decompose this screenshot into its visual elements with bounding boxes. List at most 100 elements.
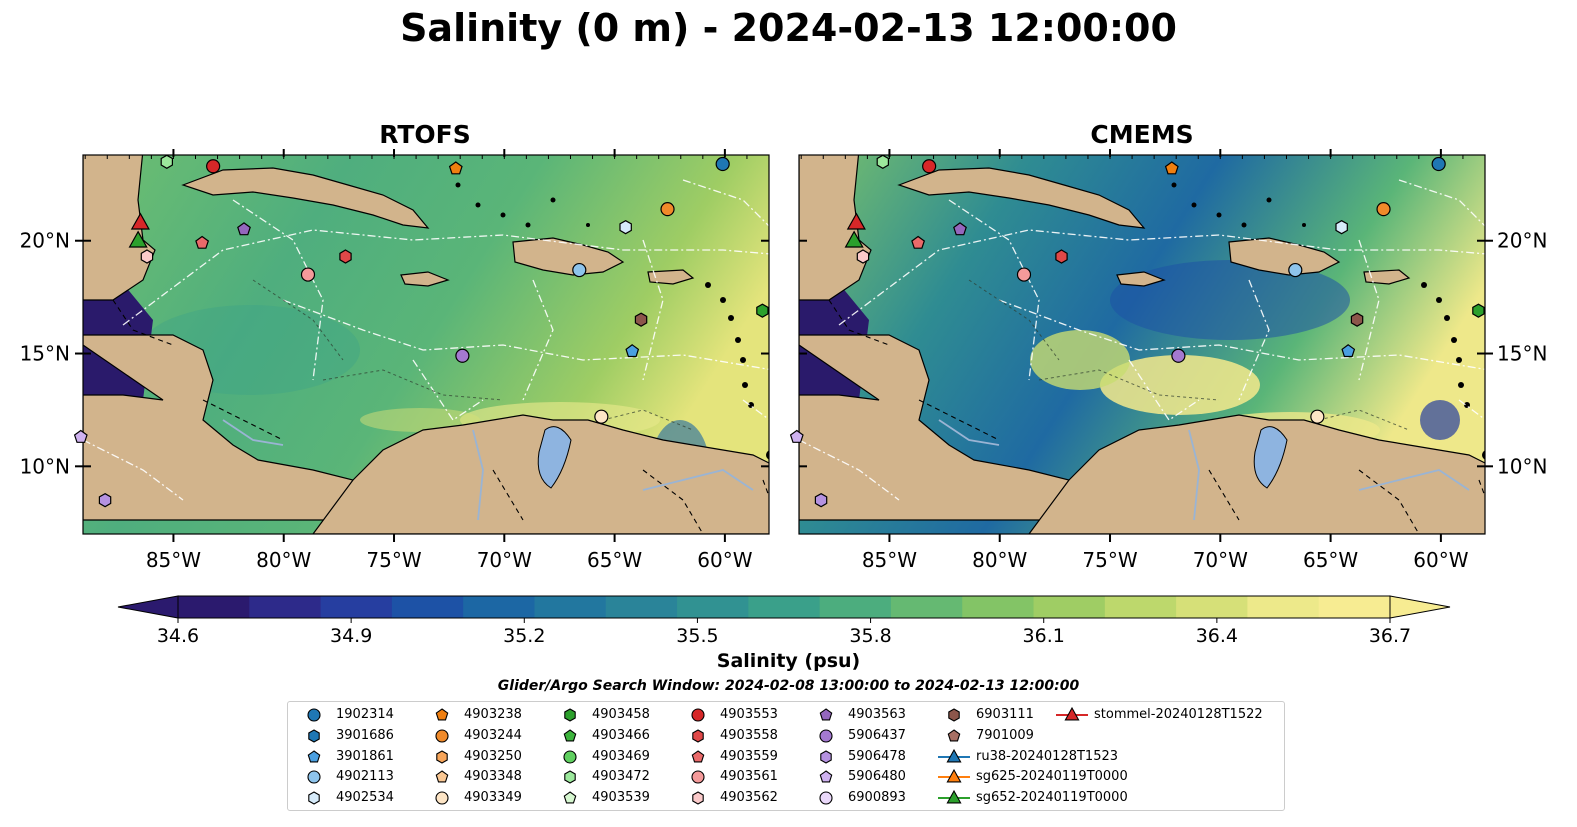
lon-label: 65°W [587,548,642,572]
float-marker-6903111 [634,312,648,327]
legend-marker-icon [691,708,705,722]
lat-label-right: 15°N [1497,342,1547,366]
colorbar-tick-label: 34.6 [157,625,199,647]
legend-label: 4903466 [592,727,650,743]
lat-label-left: 15°N [20,342,70,366]
legend-label: 4903553 [720,707,778,722]
legend-marker-icon [435,770,449,783]
rtofs-map [83,155,769,534]
float-marker-5906478 [814,493,828,508]
lon-label: 70°W [1193,548,1248,572]
legend-item: 6900893 [810,788,1030,808]
legend-label: 1902314 [336,707,394,722]
legend-label: 4903250 [464,748,522,764]
legend-marker-icon [819,729,833,743]
colorbar-label: Salinity (psu) [716,650,861,672]
float-marker-4903559 [911,235,926,249]
legend-item: 7901009 [938,726,1158,746]
legend-label: 3901861 [336,748,394,764]
float-marker-4903472 [160,154,173,169]
lat-label-right: 20°N [1497,229,1547,253]
legend-marker-icon [435,708,449,721]
legend-label: 4903563 [848,707,906,722]
colorbar-tick-label: 36.4 [1196,625,1238,647]
legend-label: 4903348 [464,769,522,785]
legend-marker-icon [1056,706,1088,721]
legend-marker-icon [938,769,970,783]
lon-label: 85°W [862,548,917,572]
float-marker-4902113 [1288,262,1303,278]
legend-item: 4903348 [426,767,646,787]
legend-label: 6900893 [848,790,906,806]
lon-label: 80°W [256,548,311,572]
legend-item: 5906480 [810,767,1030,787]
float-marker-stommel-20240128T1522 [130,212,150,230]
legend-label: ru38-20240128T1523 [976,748,1119,764]
lon-label: 70°W [477,548,532,572]
float-marker-4903349 [1310,409,1325,424]
legend-marker-icon [436,749,448,764]
lon-label: 60°W [1413,548,1468,572]
legend-label: 4902534 [336,790,394,806]
legend-marker-icon [691,770,705,784]
legend-label: 4902113 [336,769,394,785]
legend-item: 4903539 [554,788,774,808]
float-marker-4903458 [756,303,769,318]
float-marker-4903238 [1164,161,1179,175]
legend-label: 4903539 [592,790,650,806]
legend-marker-icon [948,708,960,722]
legend-item: stommel-20240128T1522 [1056,705,1276,725]
float-marker-5906437 [1171,348,1186,363]
legend-item: 4903250 [426,747,646,767]
legend-marker-icon [819,770,833,783]
colorbar-segment [677,596,749,618]
legend-marker-icon [563,750,577,764]
colorbar-segment [249,596,322,618]
legend-item: 4903563 [810,705,1030,725]
float-marker-4903559 [195,235,210,249]
legend-item: 4903238 [426,705,646,725]
legend-marker-icon [938,790,970,804]
colorbar-segment [1318,596,1391,618]
float-marker-4903244 [1376,202,1391,217]
legend-marker-icon [691,749,705,763]
float-marker-6903111 [1350,312,1364,327]
colorbar-low-extend [117,595,179,619]
float-marker-5906437 [455,348,470,363]
legend-item: 1902314 [298,705,518,725]
legend-label: 6903111 [976,707,1034,722]
legend-item: 5906437 [810,726,1030,746]
lat-label-left: 10°N [20,454,70,478]
lon-label: 60°W [697,548,752,572]
float-marker-4902113 [572,262,587,278]
legend-marker-icon [563,729,577,742]
legend-item: 4903472 [554,767,774,787]
legend-marker-icon [307,770,321,784]
map-figure: 20°N 20°N 15°N 15°N 10°N 10°N 85°W 80°W 75°W 70°W… [20,149,1547,572]
float-marker-4903558 [1055,249,1068,264]
legend-label: stommel-20240128T1522 [1094,707,1263,722]
legend-marker-icon [947,729,961,742]
legend-label: 3901686 [336,727,394,743]
legend-item: 4902113 [298,767,518,787]
float-marker-sg652-20240119T0000 [128,230,148,248]
legend-item: 4903562 [682,788,902,808]
search-window-text: Glider/Argo Search Window: 2024-02-08 13… [497,678,1080,694]
legend-item: 4903469 [554,747,774,767]
float-marker-4902534 [619,220,632,235]
float-marker-4903561 [300,267,316,282]
legend-item: sg625-20240119T0000 [938,767,1158,787]
colorbar-segment [962,596,1035,618]
float-marker-4902534 [1335,220,1348,235]
lon-label: 75°W [366,548,421,572]
colorbar-segment [1104,596,1177,618]
figure-title: Salinity (0 m) - 2024-02-13 12:00:00 [400,6,1177,50]
colorbar-segment [391,596,464,618]
legend-label: 4903238 [464,707,522,722]
legend-label: 4903472 [592,769,650,785]
float-marker-sg652-20240119T0000 [844,230,864,248]
float-marker-4903562 [856,249,870,264]
colorbar-segment [1033,596,1106,618]
legend-label: sg652-20240119T0000 [976,790,1128,806]
legend-marker-icon [820,749,832,764]
